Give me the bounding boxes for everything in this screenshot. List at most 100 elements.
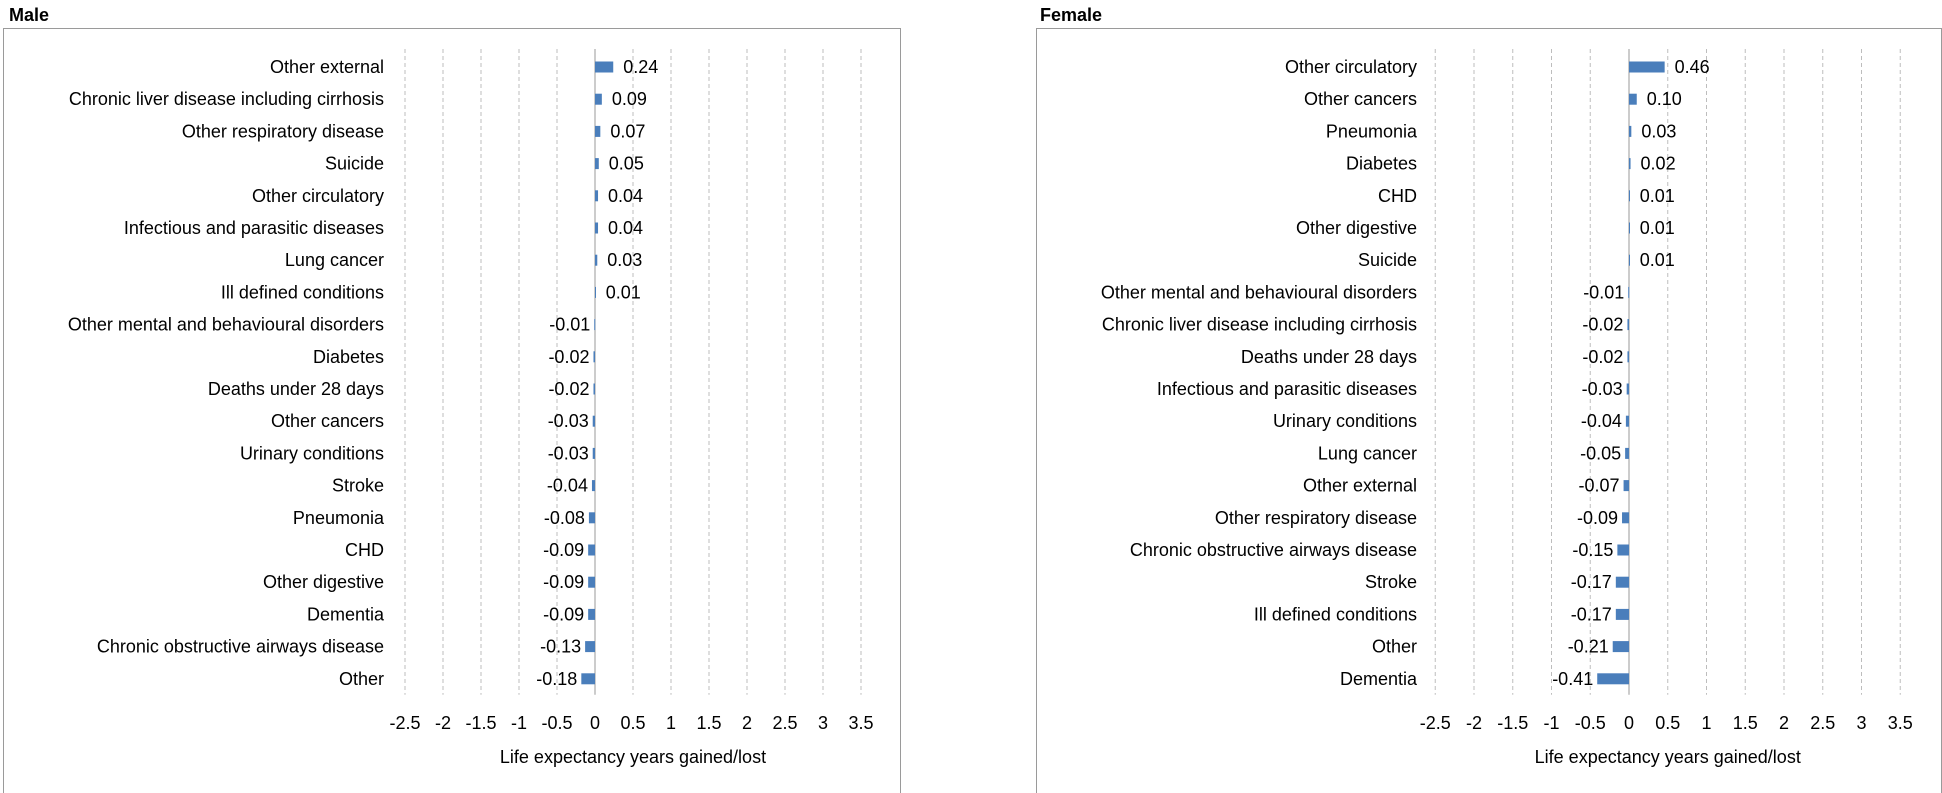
x-tick-label: 3.5 (1888, 713, 1913, 733)
data-label: 0.03 (607, 250, 642, 270)
data-label: -0.15 (1572, 540, 1613, 560)
category-label: Other circulatory (252, 186, 384, 206)
category-label: Other respiratory disease (182, 121, 384, 141)
data-label: 0.07 (610, 121, 645, 141)
data-label: 0.01 (1640, 218, 1675, 238)
bar (1629, 125, 1632, 137)
data-label: -0.03 (548, 443, 589, 463)
bar (585, 641, 595, 653)
category-label: Other respiratory disease (1215, 508, 1417, 528)
bar (1627, 319, 1629, 331)
bar (595, 61, 614, 73)
female-chart-title: Female (1040, 5, 1103, 25)
data-label: -0.09 (1577, 508, 1618, 528)
category-label: Other external (270, 57, 384, 77)
bar (1625, 415, 1629, 427)
x-tick-label: 2 (742, 713, 752, 733)
data-label: -0.17 (1571, 572, 1612, 592)
data-label: 0.04 (608, 186, 643, 206)
bar (591, 480, 595, 492)
category-label: Stroke (332, 476, 384, 496)
bar (594, 319, 596, 331)
data-label: -0.13 (540, 637, 581, 657)
data-label: 0.05 (609, 154, 644, 174)
category-label: Dementia (307, 604, 385, 624)
data-label: -0.18 (536, 669, 577, 689)
x-tick-label: -1.5 (1497, 713, 1528, 733)
bar (1622, 512, 1629, 524)
x-tick-label: 1 (1701, 713, 1711, 733)
data-label: 0.02 (1641, 154, 1676, 174)
category-label: Diabetes (313, 347, 384, 367)
data-label: -0.02 (548, 379, 589, 399)
data-label: -0.09 (543, 572, 584, 592)
category-label: Infectious and parasitic diseases (124, 218, 384, 238)
data-label: -0.05 (1580, 443, 1621, 463)
bar (592, 447, 595, 459)
data-label: 0.01 (1640, 250, 1675, 270)
category-label: Stroke (1365, 572, 1417, 592)
x-tick-label: 2.5 (772, 713, 797, 733)
bar (1629, 254, 1630, 266)
bar (1617, 544, 1629, 556)
bar (588, 608, 595, 620)
category-label: Other digestive (263, 572, 384, 592)
bar (593, 383, 595, 395)
x-tick-label: 0 (590, 713, 600, 733)
category-label: CHD (1378, 186, 1417, 206)
category-label: Chronic obstructive airways disease (97, 637, 384, 657)
bar (588, 576, 595, 588)
bar (593, 351, 595, 363)
category-label: Deaths under 28 days (1241, 347, 1417, 367)
bar (1628, 286, 1630, 298)
x-tick-label: 3 (818, 713, 828, 733)
x-tick-label: -2 (1466, 713, 1482, 733)
bar (581, 673, 595, 685)
male-chart-frame (3, 28, 901, 793)
data-label: 0.04 (608, 218, 643, 238)
bar (1612, 641, 1629, 653)
x-tick-label: -2.5 (389, 713, 420, 733)
bar (1629, 190, 1630, 202)
category-label: Chronic liver disease including cirrhosi… (69, 89, 384, 109)
category-label: Lung cancer (285, 250, 384, 270)
data-label: 0.01 (606, 282, 641, 302)
data-label: -0.04 (547, 476, 588, 496)
bar (1627, 351, 1629, 363)
category-label: Other digestive (1296, 218, 1417, 238)
bar (1629, 61, 1665, 73)
x-tick-label: -0.5 (541, 713, 572, 733)
x-tick-label: 0.5 (1655, 713, 1680, 733)
data-label: -0.07 (1579, 476, 1620, 496)
male-chart-title: Male (9, 5, 50, 25)
bar (588, 512, 595, 524)
bar (1597, 673, 1629, 685)
x-axis-title: Life expectancy years gained/lost (1535, 747, 1801, 767)
x-tick-label: 0 (1624, 713, 1634, 733)
category-label: Lung cancer (1318, 443, 1417, 463)
category-label: CHD (345, 540, 384, 560)
data-label: -0.09 (543, 540, 584, 560)
category-label: Pneumonia (293, 508, 385, 528)
data-label: -0.03 (548, 411, 589, 431)
bar (1625, 447, 1629, 459)
data-label: 0.10 (1647, 89, 1682, 109)
category-label: Dementia (1340, 669, 1418, 689)
data-label: 0.46 (1675, 57, 1710, 77)
category-label: Ill defined conditions (1254, 604, 1417, 624)
bar (588, 544, 595, 556)
bar (1626, 383, 1629, 395)
data-label: 0.09 (612, 89, 647, 109)
bar (1615, 608, 1629, 620)
category-label: Other (339, 669, 384, 689)
data-label: -0.08 (544, 508, 585, 528)
x-tick-label: 1.5 (696, 713, 721, 733)
x-tick-label: -2.5 (1420, 713, 1451, 733)
category-label: Other cancers (271, 411, 384, 431)
x-tick-label: 2 (1779, 713, 1789, 733)
x-tick-label: 3 (1856, 713, 1866, 733)
category-label: Other external (1303, 476, 1417, 496)
data-label: -0.21 (1568, 637, 1609, 657)
x-tick-label: -1 (511, 713, 527, 733)
